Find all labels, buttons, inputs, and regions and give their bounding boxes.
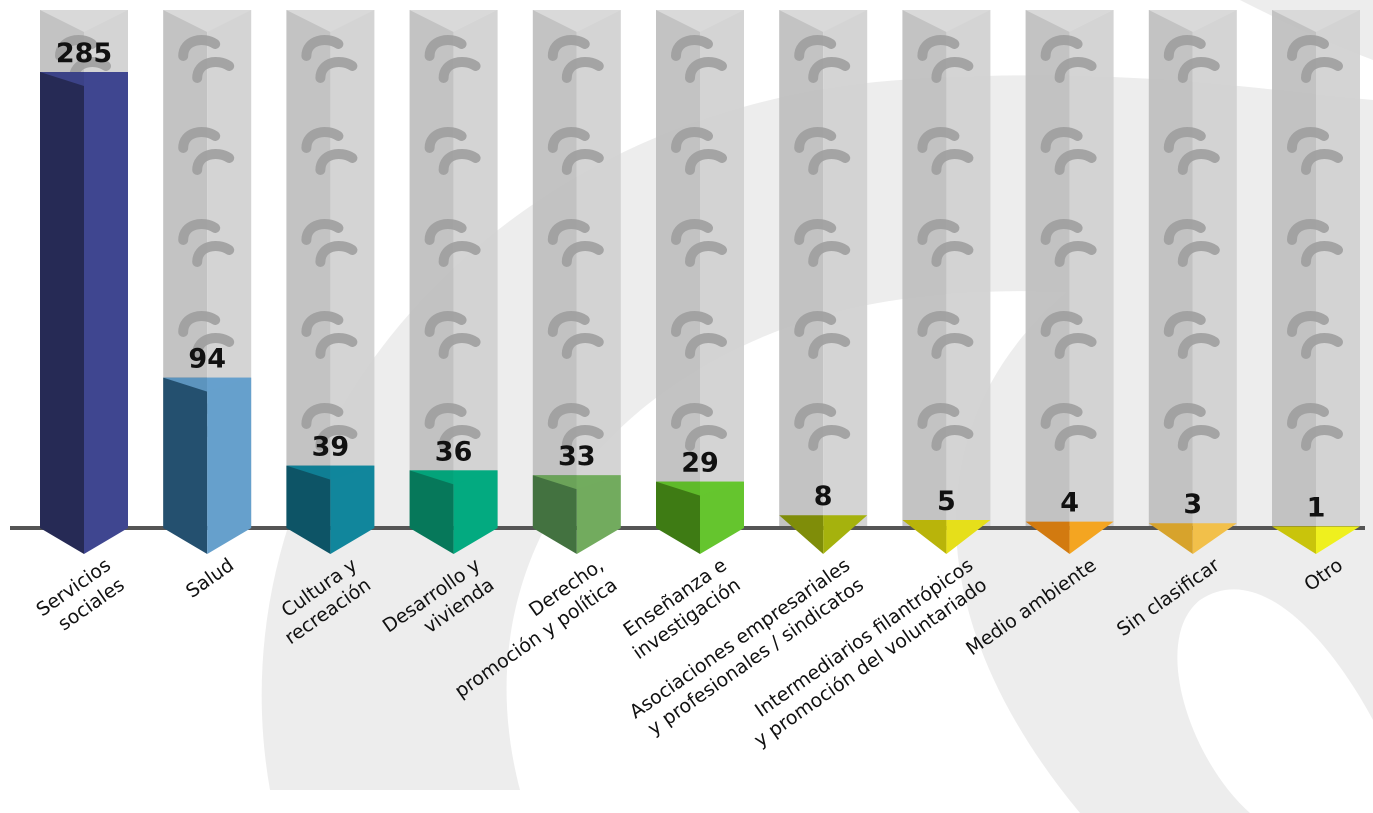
column-background <box>902 10 991 528</box>
bar <box>409 470 498 554</box>
bar <box>40 72 128 554</box>
data-label: 3 <box>1183 489 1202 520</box>
data-label: 33 <box>558 441 596 472</box>
data-label: 39 <box>312 432 350 463</box>
column-background <box>286 10 375 528</box>
column-background <box>779 10 868 528</box>
data-label: 36 <box>435 436 473 467</box>
data-label: 8 <box>814 481 833 512</box>
bar <box>1272 526 1360 554</box>
column-background <box>656 10 744 528</box>
bar <box>286 465 375 554</box>
column-background <box>1148 10 1237 528</box>
data-label: 1 <box>1307 492 1326 523</box>
data-label: 4 <box>1060 488 1079 519</box>
column-background <box>409 10 498 528</box>
column-background <box>1272 10 1360 528</box>
column-background <box>532 10 621 528</box>
bar <box>532 475 621 554</box>
data-label: 29 <box>681 448 719 479</box>
data-label: 94 <box>188 344 226 375</box>
bar <box>656 481 744 554</box>
bar <box>902 520 991 554</box>
bar <box>779 515 868 554</box>
bar <box>1148 523 1237 554</box>
bar <box>163 377 252 554</box>
category-label: Salud <box>182 554 238 602</box>
data-label: 5 <box>937 486 956 517</box>
column-background <box>1025 10 1114 528</box>
category-label: Serviciossociales <box>32 554 128 641</box>
data-label: 285 <box>56 38 112 69</box>
bar <box>1025 521 1114 554</box>
